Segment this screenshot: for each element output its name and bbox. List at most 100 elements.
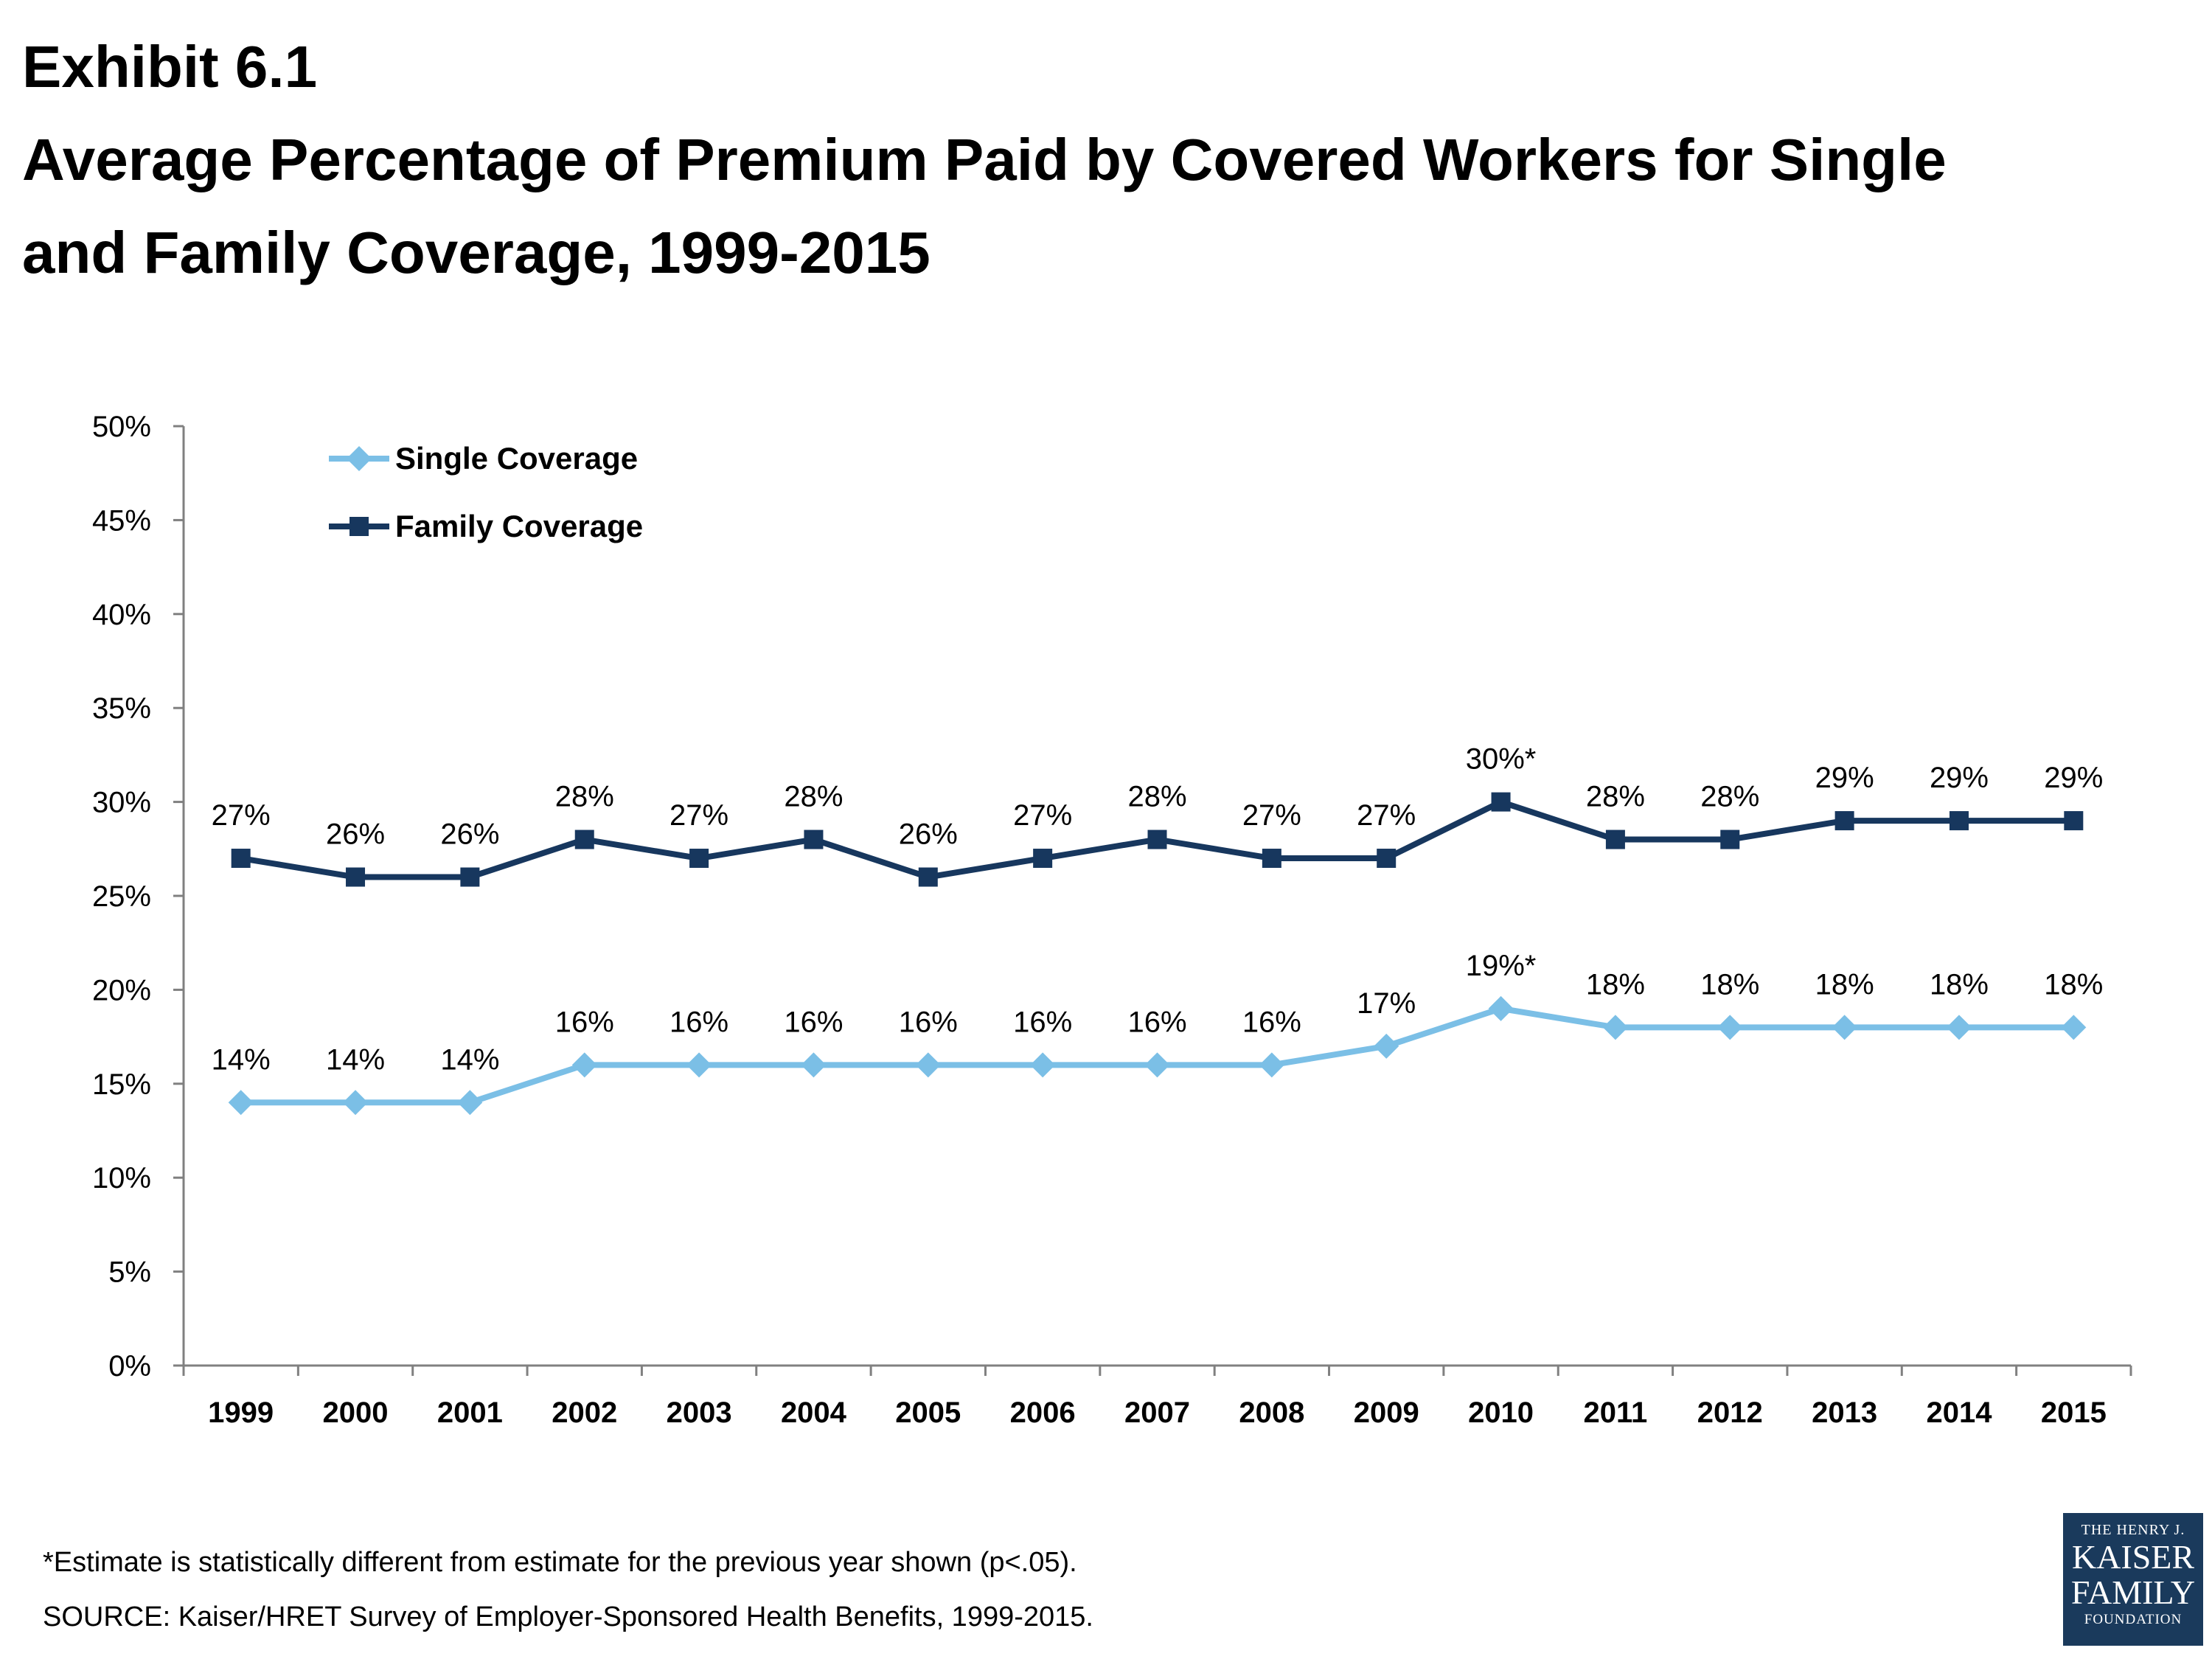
family-data-point [1147,830,1167,849]
logo-line-2: KAISER [2071,1538,2195,1576]
family-data-point [804,830,824,849]
family-data-label: 26% [440,818,499,851]
x-tick-label: 1999 [208,1397,274,1429]
single-data-label: 18% [1930,968,1989,1001]
single-data-point [1259,1052,1284,1078]
family-data-label: 26% [899,818,958,851]
single-data-point [1602,1015,1628,1040]
x-tick-label: 2002 [552,1397,617,1429]
y-tick-label: 10% [92,1162,151,1194]
chart-title-line-1: Average Percentage of Premium Paid by Co… [22,127,1947,192]
x-tick-label: 2008 [1239,1397,1304,1429]
family-data-point [2064,811,2084,831]
x-tick-label: 2006 [1010,1397,1076,1429]
logo-line-1: THE HENRY J. [2081,1522,2185,1538]
single-data-point [1717,1015,1743,1040]
family-data-point [1605,830,1625,849]
single-data-point [343,1090,369,1116]
single-data-label: 16% [1013,1006,1072,1038]
family-data-point [460,867,480,887]
family-data-label: 27% [669,799,728,832]
family-data-label: 28% [1127,781,1186,813]
single-data-label: 16% [555,1006,614,1038]
family-data-point [231,849,251,869]
x-tick-label: 2010 [1468,1397,1534,1429]
family-data-point [1834,811,1854,831]
x-tick-label: 2004 [781,1397,847,1429]
single-data-label: 17% [1357,987,1416,1020]
single-data-point [1946,1015,1972,1040]
y-tick-label: 20% [92,974,151,1006]
single-data-label: 16% [669,1006,728,1038]
single-data-point [1374,1033,1399,1059]
single-data-label: 19%* [1466,950,1537,982]
single-data-label: 14% [440,1043,499,1076]
family-data-label: 26% [326,818,385,851]
family-data-point [574,830,594,849]
family-data-point [1949,811,1969,831]
y-tick-label: 35% [92,692,151,725]
x-tick-label: 2011 [1584,1397,1648,1429]
single-data-label: 16% [1242,1006,1301,1038]
family-data-label: 28% [1700,781,1759,813]
x-tick-label: 2007 [1124,1397,1190,1429]
family-data-label: 27% [212,799,271,832]
family-data-label: 30%* [1466,743,1537,776]
family-data-point [1033,849,1053,869]
family-data-label: 29% [1815,762,1874,794]
y-tick-label: 40% [92,599,151,631]
single-data-point [457,1090,483,1116]
y-tick-label: 15% [92,1068,151,1101]
y-tick-label: 5% [108,1256,151,1289]
x-tick-label: 2009 [1354,1397,1419,1429]
x-tick-label: 2000 [323,1397,389,1429]
single-data-label: 14% [212,1043,271,1076]
family-data-point [918,867,938,887]
y-tick-label: 45% [92,504,151,537]
single-data-point [1030,1052,1056,1078]
logo-line-3: FAMILY [2070,1573,2196,1611]
single-data-point [1832,1015,1857,1040]
legend-single-label: Single Coverage [395,441,638,476]
family-data-point [1262,849,1281,869]
single-data-point [228,1090,254,1116]
single-data-point [915,1052,941,1078]
single-data-label: 18% [1700,968,1759,1001]
exhibit-label: Exhibit 6.1 [22,34,318,100]
single-data-label: 16% [899,1006,958,1038]
legend-family-marker [349,517,369,536]
x-tick-label: 2005 [895,1397,961,1429]
family-data-label: 29% [2044,762,2103,794]
family-data-point [346,867,366,887]
y-tick-label: 50% [92,411,151,443]
single-data-point [1144,1052,1170,1078]
single-data-label: 18% [1586,968,1645,1001]
family-data-point [689,849,709,869]
y-tick-label: 30% [92,787,151,819]
legend-single-marker [347,446,372,471]
single-data-point [686,1052,712,1078]
single-data-label: 18% [2044,968,2103,1001]
single-data-point [1488,995,1514,1021]
logo-line-4: FOUNDATION [2084,1612,2183,1627]
footnote-source: SOURCE: Kaiser/HRET Survey of Employer-S… [43,1601,1093,1632]
single-data-label: 16% [1127,1006,1186,1038]
single-data-point [2061,1015,2087,1040]
single-data-point [801,1052,827,1078]
x-tick-label: 2001 [437,1397,503,1429]
x-tick-label: 2003 [667,1397,732,1429]
kff-logo: THE HENRY J. KAISER FAMILY FOUNDATION [2063,1513,2203,1646]
family-data-label: 27% [1013,799,1072,832]
footnote-significance: *Estimate is statistically different fro… [43,1547,1077,1578]
family-data-label: 28% [555,781,614,813]
family-data-point [1720,830,1740,849]
single-data-point [571,1052,597,1078]
single-data-label: 14% [326,1043,385,1076]
family-data-label: 27% [1357,799,1416,832]
family-data-point [1377,849,1397,869]
y-tick-label: 25% [92,880,151,913]
family-data-point [1491,792,1511,812]
family-data-label: 28% [1586,781,1645,813]
x-tick-label: 2012 [1697,1397,1763,1429]
